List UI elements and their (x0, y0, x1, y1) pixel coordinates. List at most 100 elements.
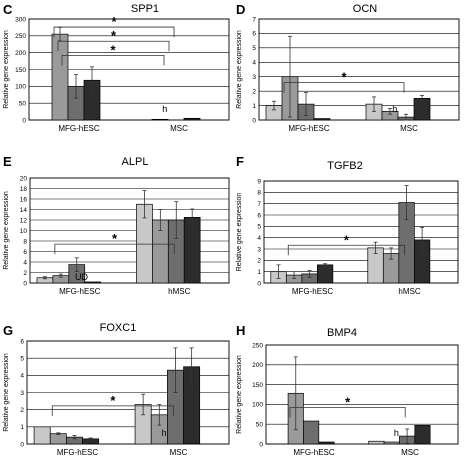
y-tick-label: 50 (19, 100, 27, 107)
y-tick-label: 0 (259, 441, 263, 448)
y-tick-label: 10 (20, 228, 28, 235)
y-tick-label: 250 (15, 33, 26, 40)
plot-frame (258, 18, 460, 121)
y-tick-label: 100 (252, 402, 263, 409)
group-label: MFG-hESC (59, 287, 101, 296)
y-tick-label: 200 (252, 362, 263, 369)
panel-label: C (3, 2, 13, 17)
y-tick-label: 0 (252, 117, 256, 124)
group-note: h (392, 104, 397, 114)
panel-label: D (236, 2, 245, 17)
panel-d: D OCN Relative gene expression 0 1 2 3 4 5 6 7 MFG-… (236, 2, 460, 133)
panel-label: H (236, 323, 245, 338)
bar (414, 425, 431, 445)
y-tick-label: 100 (15, 84, 26, 91)
panel-title: TGFB2 (327, 160, 362, 172)
bar (183, 117, 201, 121)
significance-bracket (287, 244, 406, 256)
bar (317, 264, 334, 284)
significance-bracket (283, 82, 405, 93)
y-tick-label: 1 (252, 103, 256, 110)
y-axis-label: Relative gene expression (3, 191, 10, 270)
significance-bracket (54, 243, 175, 255)
group-label: MFG-hESC (288, 124, 330, 133)
significance-star: * (345, 394, 351, 409)
panel-title: BMP4 (327, 327, 357, 339)
y-tick-label: 6 (257, 212, 261, 219)
y-tick-label: 200 (15, 50, 26, 57)
y-tick-label: 7 (257, 201, 261, 208)
bar (84, 281, 101, 284)
y-tick-label: 5 (20, 355, 24, 362)
y-tick-label: 1 (257, 269, 261, 276)
y-tick-label: 4 (257, 235, 261, 242)
plot-frame (263, 180, 459, 284)
panel-label: F (236, 154, 244, 169)
bar (303, 420, 320, 445)
bar (151, 118, 169, 121)
y-tick-label: 5 (257, 224, 261, 231)
y-tick-label: 0 (257, 280, 261, 287)
y-tick-label: 8 (23, 238, 27, 245)
significance-star: * (111, 28, 117, 43)
y-tick-label: 2 (20, 407, 24, 414)
significance-star: * (112, 231, 118, 246)
group-label: MFG-hESC (292, 287, 334, 296)
panel-label: G (3, 323, 13, 338)
bar (49, 433, 67, 445)
y-tick-label: 7 (252, 16, 256, 23)
y-axis-label: Relative gene expression (3, 353, 10, 432)
y-tick-label: 2 (23, 270, 27, 277)
group-label: MFG-hESC (58, 124, 100, 133)
panel-f: F TGFB2 Relative gene expression 0 1 2 3 4 5 6 7 8 9… (236, 154, 459, 296)
y-tick-label: 6 (23, 249, 27, 256)
group-note: h (394, 428, 399, 438)
y-tick-label: 4 (23, 259, 27, 266)
plot-frame (29, 177, 230, 284)
bar (313, 118, 331, 121)
panel-label: E (3, 154, 12, 169)
y-axis-label: Relative gene expression (236, 30, 243, 109)
y-tick-label: 8 (257, 190, 261, 197)
group-label: MFG-hESC (293, 448, 335, 457)
group-label: MSC (170, 124, 188, 133)
significance-star: * (111, 14, 117, 29)
y-axis-label: Relative gene expression (3, 30, 10, 109)
y-axis-label: Relative gene expression (236, 355, 243, 434)
bar (33, 426, 51, 445)
y-tick-label: 2 (257, 258, 261, 265)
bar (368, 440, 385, 445)
significance-bracket (51, 405, 174, 416)
y-tick-label: 0 (22, 117, 26, 124)
group-label: hMSC (398, 287, 420, 296)
y-tick-label: 18 (20, 186, 28, 193)
group-note: h (162, 428, 167, 438)
y-tick-label: 14 (20, 207, 28, 214)
significance-star: * (344, 232, 350, 247)
y-tick-label: 300 (15, 16, 26, 23)
y-tick-label: 3 (252, 74, 256, 81)
y-tick-label: 6 (20, 338, 24, 345)
group-label: MSC (400, 124, 418, 133)
y-tick-label: 16 (20, 196, 28, 203)
significance-bracket (61, 54, 165, 66)
y-tick-label: 3 (257, 246, 261, 253)
group-label: MSC (401, 448, 419, 457)
y-tick-label: 6 (252, 31, 256, 38)
y-tick-label: 150 (252, 382, 263, 389)
y-tick-label: 3 (20, 390, 24, 397)
panel-title: OCN (353, 3, 378, 15)
y-tick-label: 250 (252, 342, 263, 349)
group-label: MFG-hESC (57, 448, 99, 457)
bar (318, 441, 335, 445)
panel-title: SPP1 (131, 3, 159, 15)
y-tick-label: 50 (256, 422, 264, 429)
plot-frame (28, 18, 230, 121)
significance-bracket (289, 406, 406, 418)
y-tick-label: 20 (20, 175, 28, 182)
panel-e: E ALPL Relative gene expression 0 2 4 6 8 10 12 14… (3, 154, 230, 296)
group-label: MSC (170, 448, 188, 457)
y-tick-label: 4 (252, 60, 256, 67)
significance-bracket (53, 26, 175, 38)
